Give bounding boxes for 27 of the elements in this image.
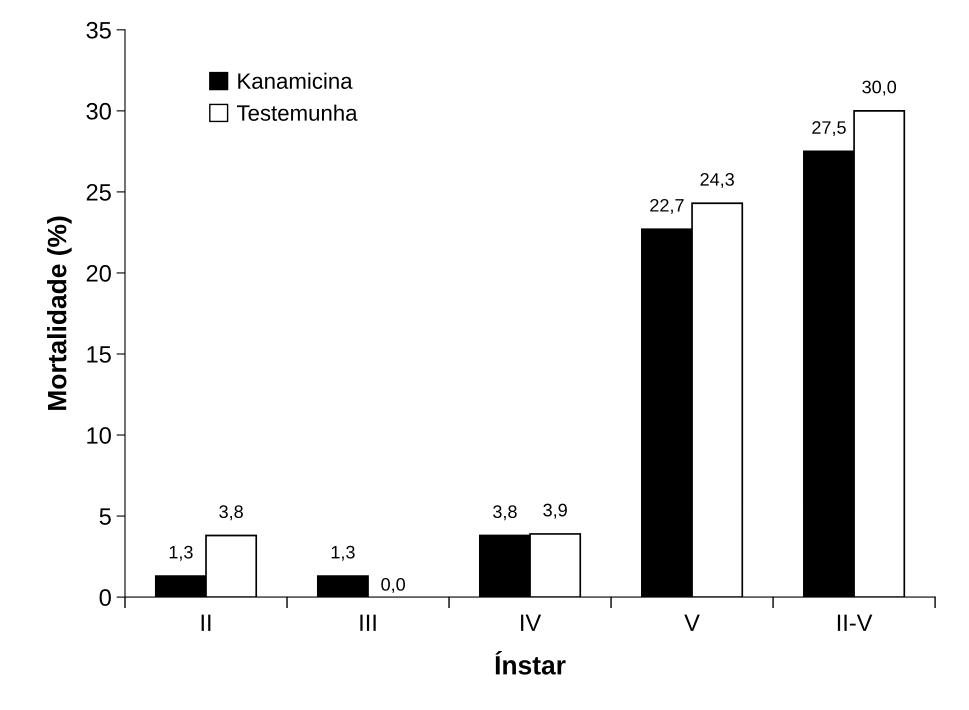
y-tick-label: 10 [87,427,111,444]
y-axis-title: Mortalidade (%) [47,216,72,410]
y-tick-label: 5 [100,508,111,525]
x-tick-label: V [684,614,700,631]
data-label: 0,0 [381,578,405,593]
y-tick-label: 20 [86,265,111,282]
data-label: 3,8 [493,505,517,520]
x-tick-label: III [360,614,376,631]
data-label: 27,5 [812,121,846,136]
data-label: 3,8 [219,505,243,520]
y-tick-label: 15 [87,346,111,363]
legend-label: Testemunha [236,104,358,121]
data-label: 24,3 [700,173,734,188]
data-label: 1,3 [332,546,355,561]
data-label: 3,9 [543,504,567,519]
data-label: 22,7 [650,198,684,214]
legend-label: Kanamicina [238,72,353,89]
y-tick-label: 30 [86,102,111,120]
x-tick-label: IV [521,614,542,631]
data-label: 1,3 [170,546,193,561]
x-axis-title: Ínstar [495,650,566,675]
x-tick-label: II [202,614,210,631]
y-tick-label: 35 [86,22,111,39]
y-tick-label: 0 [100,589,111,606]
data-label: 30,0 [862,80,896,96]
y-tick-label: 25 [86,184,111,201]
x-tick-label: II-V [838,614,872,631]
